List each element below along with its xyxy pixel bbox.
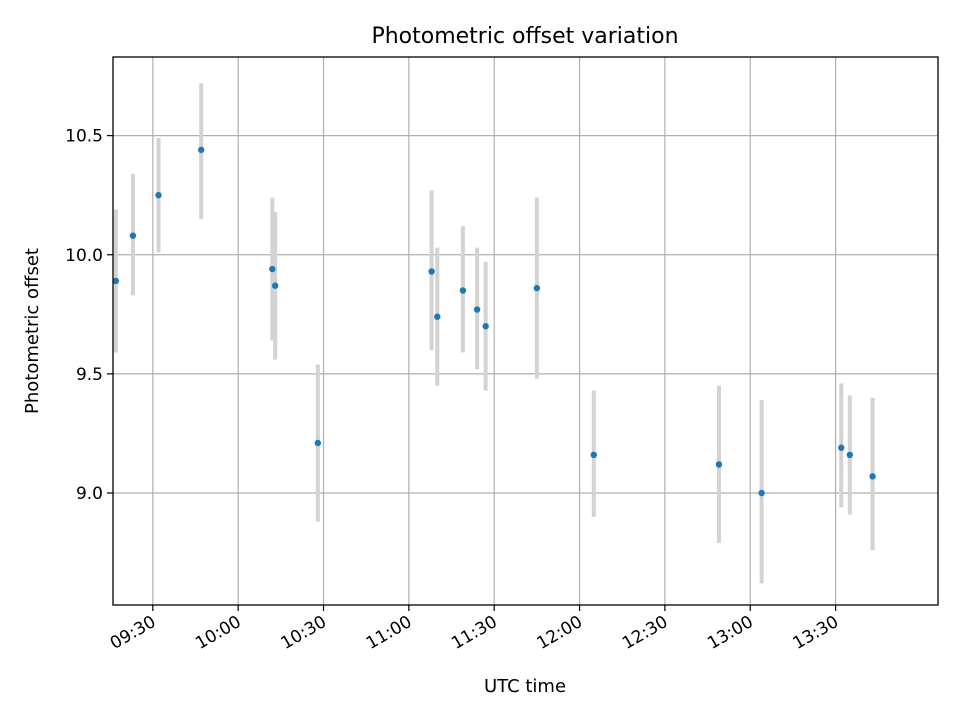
data-point xyxy=(129,232,137,239)
data-point xyxy=(112,277,120,285)
data-point xyxy=(434,313,441,320)
data-point xyxy=(533,284,541,292)
data-point xyxy=(869,473,876,480)
y-tick-label: 10.0 xyxy=(65,246,103,266)
data-point xyxy=(271,282,279,289)
data-point xyxy=(846,451,854,459)
data-point xyxy=(314,439,322,447)
y-tick-label: 9.5 xyxy=(76,365,103,385)
y-tick-label: 10.5 xyxy=(65,127,103,147)
data-point xyxy=(155,191,162,199)
data-point xyxy=(197,146,205,154)
chart-title: Photometric offset variation xyxy=(371,24,678,49)
data-point xyxy=(269,265,276,273)
data-point xyxy=(428,268,435,275)
y-axis-label: Photometric offset xyxy=(22,248,43,414)
x-axis-label: UTC time xyxy=(484,676,566,697)
data-point xyxy=(459,287,467,294)
data-point xyxy=(715,461,723,468)
data-point xyxy=(838,444,845,451)
data-point xyxy=(482,323,489,330)
y-tick-label: 9.0 xyxy=(76,484,103,504)
data-point xyxy=(590,451,597,459)
grid-lines xyxy=(113,57,938,605)
plot-frame xyxy=(112,56,939,606)
data-point xyxy=(758,489,765,497)
data-series xyxy=(112,83,876,584)
data-point xyxy=(473,306,481,313)
